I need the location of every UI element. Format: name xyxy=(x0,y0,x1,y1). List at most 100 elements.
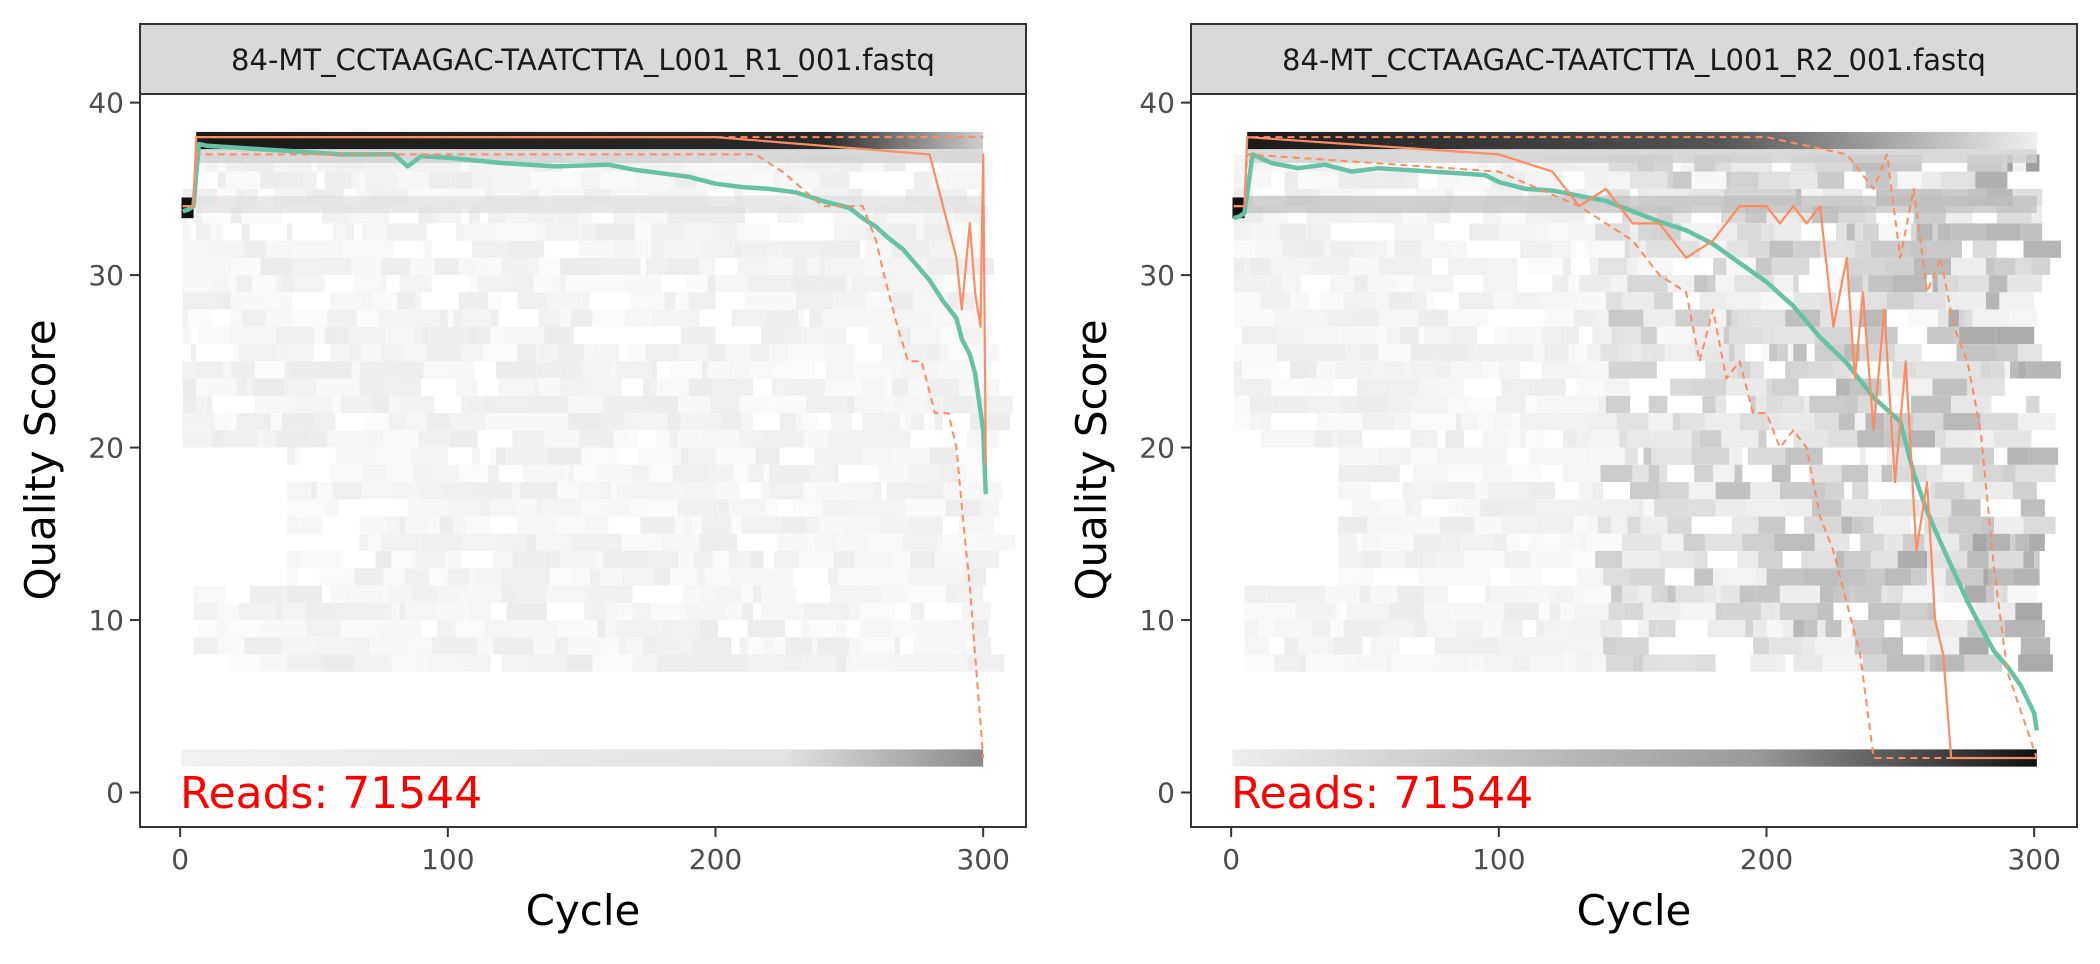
heat-cell xyxy=(471,240,507,258)
heat-cell xyxy=(514,533,526,551)
heat-cell xyxy=(439,516,454,534)
heat-cell xyxy=(1972,240,1997,258)
heat-cell xyxy=(1359,344,1379,362)
heat-cell xyxy=(600,413,625,431)
heat-cell xyxy=(868,533,903,551)
heat-cell xyxy=(386,533,422,551)
heat-cell xyxy=(1675,309,1711,327)
heat-cell xyxy=(212,430,223,448)
heat-cell xyxy=(910,551,935,569)
heat-cell xyxy=(437,602,464,620)
heatmap-background-r1 xyxy=(181,131,1016,767)
heat-cell xyxy=(785,533,791,551)
heat-cell xyxy=(1560,326,1580,344)
heat-cell xyxy=(1721,585,1740,603)
heat-cell xyxy=(453,516,467,534)
heat-cell xyxy=(1332,430,1339,448)
heat-cell xyxy=(605,602,617,620)
heat-cell xyxy=(327,309,357,327)
heat-cell xyxy=(1528,533,1545,551)
heat-cell xyxy=(343,240,376,258)
heat-cell xyxy=(538,171,561,189)
heat-cell xyxy=(1662,585,1668,603)
heat-cell xyxy=(860,637,895,655)
heat-cell xyxy=(1335,361,1376,379)
reads-count-r2: Reads: 71544 xyxy=(1231,768,1533,819)
heat-cell xyxy=(916,620,949,638)
heat-cell xyxy=(450,413,486,431)
heat-cell xyxy=(1362,533,1379,551)
heat-cell xyxy=(1967,620,2005,638)
heat-cell xyxy=(943,533,981,551)
heat-cell xyxy=(1338,326,1376,344)
heat-cell xyxy=(525,533,537,551)
heat-cell xyxy=(683,585,700,603)
heat-cell xyxy=(635,223,652,241)
heat-cell xyxy=(1632,464,1649,482)
heat-cell xyxy=(1817,620,1826,638)
heat-cell xyxy=(463,223,496,241)
quartile-25-line xyxy=(1233,153,2037,759)
heat-cell xyxy=(1648,395,1668,413)
heat-cell xyxy=(603,551,644,569)
heat-cell xyxy=(1779,482,1791,500)
heat-cell xyxy=(1739,309,1751,327)
heat-cell xyxy=(241,361,256,379)
heat-cell xyxy=(1715,154,1727,172)
heat-cell xyxy=(2007,275,2043,293)
heat-cell xyxy=(1927,637,1960,655)
heat-cell xyxy=(766,240,783,258)
heat-cell xyxy=(348,326,373,344)
heat-cell xyxy=(902,533,938,551)
heat-cell xyxy=(613,240,636,258)
heat-cell xyxy=(1742,533,1775,551)
heat-cell xyxy=(316,361,352,379)
heat-cell xyxy=(1544,309,1574,327)
heat-cell xyxy=(1233,257,1245,275)
heat-cell xyxy=(969,413,1010,431)
heat-cell xyxy=(367,533,381,551)
heat-cell xyxy=(581,361,596,379)
heat-cell xyxy=(445,654,459,672)
heat-cell xyxy=(707,344,727,362)
heat-cell xyxy=(935,413,943,431)
heat-cell xyxy=(1846,223,1855,241)
heat-cell xyxy=(182,413,215,431)
heat-cell xyxy=(490,499,518,517)
heat-cell xyxy=(437,585,462,603)
heat-cell xyxy=(1959,309,1965,327)
heat-cell xyxy=(372,395,389,413)
heat-cell xyxy=(1793,275,1799,293)
heat-cell xyxy=(1461,533,1494,551)
heat-cell xyxy=(1857,430,1885,448)
quartile-75-line xyxy=(182,136,984,208)
heat-cell xyxy=(1664,344,1695,362)
heat-cell xyxy=(1611,516,1628,534)
heat-cell xyxy=(862,585,882,603)
heat-cell xyxy=(699,585,713,603)
y-tick-label: 40 xyxy=(88,87,124,120)
heat-cell xyxy=(1496,395,1526,413)
heat-cell xyxy=(1276,326,1304,344)
heat-cell xyxy=(1841,464,1869,482)
heat-cell xyxy=(940,326,959,344)
heat-cell xyxy=(316,637,352,655)
heat-cell xyxy=(927,482,944,500)
heat-cell xyxy=(536,361,561,379)
heat-cell xyxy=(1295,602,1336,620)
heat-cell xyxy=(793,275,818,293)
heat-cell xyxy=(1691,378,1727,396)
heat-cell xyxy=(546,223,582,241)
heat-cell xyxy=(1913,413,1944,431)
heat-cell xyxy=(956,585,984,603)
heat-cell xyxy=(300,551,328,569)
heat-cell xyxy=(332,395,341,413)
heat-cell xyxy=(1988,551,2024,569)
heat-cell xyxy=(2018,344,2043,362)
heat-cell xyxy=(1324,585,1360,603)
heat-cell xyxy=(1579,275,1612,293)
heat-cell xyxy=(1849,275,1863,293)
heat-cell xyxy=(287,654,322,672)
heat-cell xyxy=(1605,654,1633,672)
heat-cell xyxy=(466,516,491,534)
